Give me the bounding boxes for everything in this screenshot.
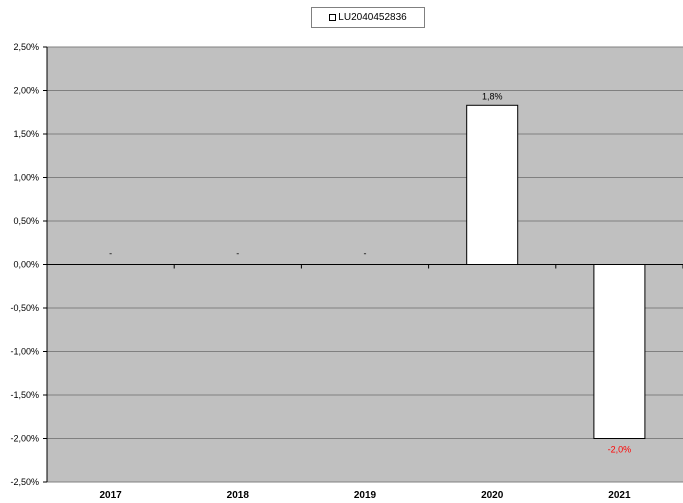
bar-2020 bbox=[466, 104, 519, 266]
legend-swatch-icon bbox=[329, 14, 337, 21]
data-label-2020: 1,8% bbox=[482, 91, 503, 101]
y-tick-label: 1,50% bbox=[13, 129, 39, 139]
bars bbox=[466, 104, 646, 439]
bar-2021 bbox=[593, 264, 646, 439]
y-tick-label: 0,00% bbox=[13, 260, 39, 270]
y-tick-label: -2,50% bbox=[10, 477, 39, 487]
legend-label: LU2040452836 bbox=[338, 12, 407, 23]
y-tick-label: 2,00% bbox=[13, 86, 39, 96]
data-label-2021: -2,0% bbox=[608, 445, 632, 455]
data-labels: - - - 1,8% -2,0% bbox=[109, 91, 631, 454]
x-axis: 2017 2018 2019 2020 2021 bbox=[46, 264, 683, 501]
data-label-2018: - bbox=[236, 249, 239, 259]
y-tick-label: 1,00% bbox=[13, 173, 39, 183]
y-tick-label: -1,00% bbox=[10, 347, 39, 357]
y-tick-label: 0,50% bbox=[13, 216, 39, 226]
y-tick-label: -1,50% bbox=[10, 390, 39, 400]
x-tick-label: 2019 bbox=[354, 490, 377, 501]
gridlines bbox=[47, 46, 683, 483]
y-tick-label: -2,00% bbox=[10, 434, 39, 444]
x-tick-label: 2020 bbox=[481, 490, 504, 501]
data-label-2017: - bbox=[109, 249, 112, 259]
legend: LU2040452836 bbox=[311, 7, 425, 28]
data-label-2019: - bbox=[364, 249, 367, 259]
x-tick-label: 2018 bbox=[227, 490, 250, 501]
y-tick-label: -0,50% bbox=[10, 303, 39, 313]
y-axis: 2,50% 2,00% 1,50% 1,00% 0,50% 0,00% -0,50% -1,0… bbox=[10, 42, 48, 487]
x-tick-label: 2021 bbox=[608, 490, 631, 501]
y-tick-label: 2,50% bbox=[13, 42, 39, 52]
x-tick-label: 2017 bbox=[99, 490, 122, 501]
